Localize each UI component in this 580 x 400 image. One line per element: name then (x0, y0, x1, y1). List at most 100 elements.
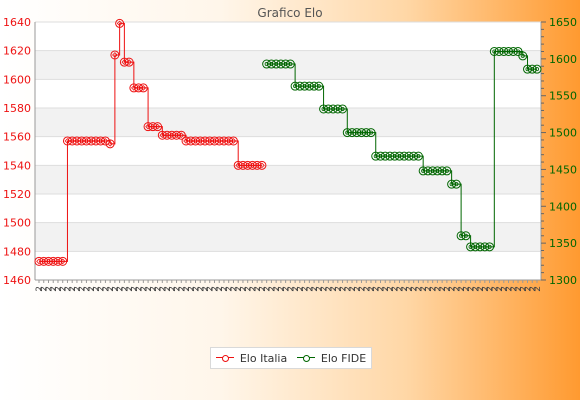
data-point-ring[interactable] (162, 130, 172, 140)
data-point-ring[interactable] (461, 231, 471, 241)
legend-item-italia[interactable]: Elo Italia (215, 352, 287, 365)
data-point-ring[interactable] (475, 242, 485, 252)
data-point-ring[interactable] (404, 151, 414, 161)
data-point-ring[interactable] (494, 46, 504, 56)
data-point-ring[interactable] (390, 151, 400, 161)
data-point-ring[interactable] (67, 136, 77, 146)
data-point-ring[interactable] (523, 64, 533, 74)
data-point-ring[interactable] (518, 51, 528, 61)
data-point-ring[interactable] (451, 179, 461, 189)
data-point-ring[interactable] (499, 46, 509, 56)
data-point-ring[interactable] (442, 166, 452, 176)
data-point-ring[interactable] (134, 83, 144, 93)
data-point-ring[interactable] (191, 136, 201, 146)
data-point-ring[interactable] (252, 160, 262, 170)
data-point-ring[interactable] (181, 136, 191, 146)
data-point-ring[interactable] (470, 242, 480, 252)
data-point-ring[interactable] (399, 151, 409, 161)
data-point-ring[interactable] (77, 136, 87, 146)
data-point-ring[interactable] (214, 136, 224, 146)
data-point-ring[interactable] (295, 81, 305, 91)
data-point-ring[interactable] (366, 128, 376, 138)
data-point-ring[interactable] (110, 50, 120, 60)
data-point-ring[interactable] (233, 160, 243, 170)
data-point-ring[interactable] (437, 166, 447, 176)
data-point-ring[interactable] (115, 18, 125, 28)
data-point-ring[interactable] (205, 136, 215, 146)
data-point-ring[interactable] (48, 256, 58, 266)
data-point-ring[interactable] (375, 151, 385, 161)
data-point-ring[interactable] (100, 136, 110, 146)
data-point-ring[interactable] (148, 122, 158, 132)
data-point-ring[interactable] (200, 136, 210, 146)
data-point-ring[interactable] (271, 59, 281, 69)
data-point-ring[interactable] (176, 130, 186, 140)
data-point-ring[interactable] (172, 130, 182, 140)
data-point-ring[interactable] (489, 46, 499, 56)
data-point-ring[interactable] (466, 242, 476, 252)
data-point-ring[interactable] (371, 151, 381, 161)
data-point-ring[interactable] (43, 256, 53, 266)
legend-item-fide[interactable]: Elo FIDE (296, 352, 366, 365)
data-point-ring[interactable] (96, 136, 106, 146)
data-point-ring[interactable] (266, 59, 276, 69)
data-point-ring[interactable] (508, 46, 518, 56)
data-point-ring[interactable] (418, 166, 428, 176)
data-point-ring[interactable] (328, 104, 338, 114)
data-point-ring[interactable] (138, 83, 148, 93)
data-point-ring[interactable] (86, 136, 96, 146)
data-point-ring[interactable] (105, 139, 115, 149)
data-point-ring[interactable] (143, 122, 153, 132)
data-point-ring[interactable] (456, 231, 466, 241)
data-point-ring[interactable] (129, 83, 139, 93)
data-point-ring[interactable] (228, 136, 238, 146)
data-point-ring[interactable] (304, 81, 314, 91)
data-point-ring[interactable] (195, 136, 205, 146)
data-point-ring[interactable] (238, 160, 248, 170)
data-point-ring[interactable] (480, 242, 490, 252)
data-point-ring[interactable] (58, 256, 68, 266)
data-point-ring[interactable] (413, 151, 423, 161)
data-point-ring[interactable] (247, 160, 257, 170)
data-point-ring[interactable] (527, 64, 537, 74)
data-point-ring[interactable] (281, 59, 291, 69)
data-point-ring[interactable] (314, 81, 324, 91)
data-point-ring[interactable] (380, 151, 390, 161)
data-point-ring[interactable] (309, 81, 319, 91)
data-point-ring[interactable] (91, 136, 101, 146)
data-point-ring[interactable] (409, 151, 419, 161)
data-point-ring[interactable] (504, 46, 514, 56)
data-point-ring[interactable] (352, 128, 362, 138)
data-point-ring[interactable] (428, 166, 438, 176)
data-point-ring[interactable] (432, 166, 442, 176)
data-point-ring[interactable] (153, 122, 163, 132)
data-point-ring[interactable] (119, 57, 129, 67)
data-point-ring[interactable] (276, 59, 286, 69)
data-point-ring[interactable] (290, 81, 300, 91)
data-point-ring[interactable] (338, 104, 348, 114)
data-point-ring[interactable] (224, 136, 234, 146)
data-point-ring[interactable] (342, 128, 352, 138)
data-point-ring[interactable] (62, 136, 72, 146)
data-point-ring[interactable] (53, 256, 63, 266)
data-point-ring[interactable] (323, 104, 333, 114)
data-point-ring[interactable] (124, 57, 134, 67)
data-point-ring[interactable] (72, 136, 82, 146)
data-point-ring[interactable] (423, 166, 433, 176)
data-point-ring[interactable] (34, 256, 44, 266)
data-point-ring[interactable] (285, 59, 295, 69)
data-point-ring[interactable] (39, 256, 49, 266)
data-point-ring[interactable] (357, 128, 367, 138)
data-point-ring[interactable] (319, 104, 329, 114)
data-point-ring[interactable] (361, 128, 371, 138)
data-point-ring[interactable] (186, 136, 196, 146)
data-point-ring[interactable] (300, 81, 310, 91)
data-point-ring[interactable] (243, 160, 253, 170)
data-point-ring[interactable] (257, 160, 267, 170)
data-point-ring[interactable] (347, 128, 357, 138)
data-point-ring[interactable] (81, 136, 91, 146)
data-point-ring[interactable] (219, 136, 229, 146)
data-point-ring[interactable] (209, 136, 219, 146)
data-point-ring[interactable] (167, 130, 177, 140)
data-point-ring[interactable] (262, 59, 272, 69)
